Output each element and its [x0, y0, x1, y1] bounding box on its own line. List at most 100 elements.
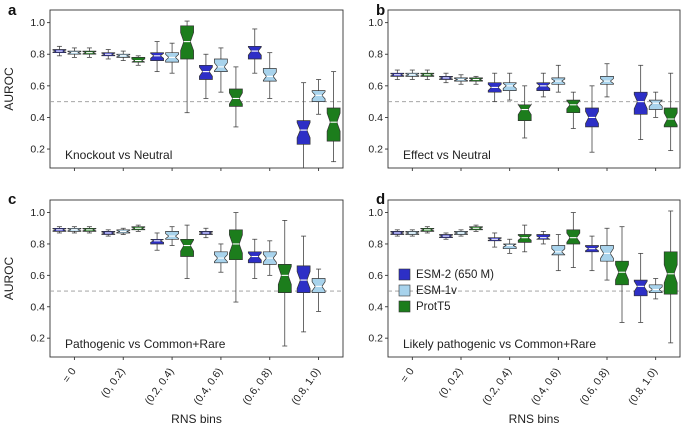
box-esm-1v-2	[165, 226, 179, 246]
box-prott5-3	[566, 212, 581, 268]
x-axis-label: RNS bins	[509, 412, 560, 426]
y-tick-label: 0.6	[30, 270, 45, 282]
box-esm-1v-1	[116, 50, 131, 61]
panel-annotation: Effect vs Neutral	[403, 148, 491, 162]
legend-item: ProtT5	[398, 300, 451, 313]
y-tick-label: 0.4	[368, 301, 383, 313]
box-esm-2-650-m--3	[199, 53, 213, 99]
y-tick-label: 0.6	[368, 270, 383, 282]
box-esm-1v-0	[67, 47, 82, 58]
box-esm-2-650-m--5	[633, 252, 648, 323]
panel-letter: a	[8, 2, 17, 19]
x-tick-label: = 0	[61, 366, 79, 385]
panel-letter: b	[376, 2, 385, 19]
box-esm-1v-3	[214, 47, 228, 93]
box-prott5-1	[131, 55, 146, 66]
box-prott5-5	[663, 72, 678, 152]
box-esm-1v-2	[165, 42, 179, 74]
panel-annotation: Knockout vs Neutral	[65, 148, 172, 162]
x-tick-label: (0.2, 0.4)	[143, 366, 177, 407]
y-tick-label: 1.0	[30, 17, 45, 29]
box-prott5-2	[180, 20, 194, 114]
box-esm-2-650-m--2	[150, 41, 164, 73]
box-esm-1v-5	[648, 91, 663, 118]
box-esm-2-650-m--2	[487, 232, 502, 248]
box-prott5-1	[469, 75, 483, 85]
x-tick-label: (0.8, 1.0)	[626, 366, 660, 407]
box-esm-1v-4	[262, 52, 277, 99]
box-esm-1v-3	[551, 234, 566, 272]
box-esm-1v-1	[116, 227, 131, 235]
legend: ESM-2 (650 M) ESM-1v ProtT5	[398, 268, 494, 313]
box-prott5-2	[180, 224, 194, 279]
y-tick-label: 1.0	[368, 207, 383, 219]
x-tick-label: (0.6, 0.8)	[578, 366, 612, 407]
box-esm-2-650-m--4	[585, 235, 599, 272]
legend-label: ESM-2 (650 M)	[416, 269, 494, 281]
plot-frame	[49, 199, 344, 358]
box-esm-2-650-m--1	[101, 49, 116, 60]
box-prott5-4	[277, 220, 292, 347]
x-tick-label: (0.4, 0.6)	[191, 366, 225, 407]
box-esm-1v-3	[214, 243, 228, 273]
box-prott5-5	[663, 210, 678, 344]
box-esm-2-650-m--3	[199, 227, 213, 239]
box-esm-1v-0	[67, 226, 82, 234]
box-esm-2-650-m--0	[390, 229, 405, 237]
box-esm-1v-5	[648, 278, 663, 300]
panel-annotation: Pathogenic vs Common+Rare	[65, 337, 226, 351]
box-prott5-0	[82, 47, 97, 58]
x-tick-label: (0.2, 0.4)	[480, 366, 514, 407]
box-esm-2-650-m--3	[536, 72, 551, 98]
box-prott5-1	[131, 224, 146, 232]
box-esm-2-650-m--4	[247, 28, 262, 74]
box-prott5-0	[420, 69, 435, 80]
box-prott5-3	[229, 212, 243, 303]
x-tick-label: = 0	[398, 366, 416, 385]
y-tick-label: 0.4	[30, 301, 45, 313]
y-axis-label: AUROC	[2, 257, 16, 301]
plot-frame	[387, 199, 681, 358]
box-esm-1v-4	[262, 240, 277, 276]
box-prott5-3	[566, 91, 581, 129]
y-tick-label: 1.0	[368, 17, 383, 29]
box-esm-1v-2	[502, 72, 517, 101]
box-esm-1v-3	[551, 64, 566, 93]
legend-swatch	[398, 268, 411, 281]
y-tick-label: 0.2	[30, 333, 45, 345]
y-tick-label: 0.8	[30, 49, 45, 61]
panel-b: b 0.2 0.4 0.6 0.8 1.0 Effect vs Neutral	[368, 2, 681, 171]
box-prott5-0	[82, 226, 97, 234]
box-esm-2-650-m--5	[633, 64, 648, 140]
box-esm-1v-5	[311, 79, 326, 115]
box-esm-1v-1	[454, 74, 468, 85]
box-esm-2-650-m--0	[390, 69, 405, 80]
y-tick-label: 0.6	[30, 80, 45, 92]
x-axis-label: RNS bins	[171, 412, 222, 426]
y-tick-label: 0.8	[368, 49, 383, 61]
box-esm-2-650-m--0	[52, 45, 67, 57]
x-tick-label: (0, 0.2)	[99, 366, 128, 400]
legend-swatch	[398, 300, 411, 313]
plot-frame	[49, 9, 344, 169]
box-esm-2-650-m--1	[101, 229, 116, 237]
box-esm-1v-4	[600, 63, 614, 98]
x-tick-label: (0, 0.2)	[437, 366, 466, 400]
y-tick-label: 0.2	[30, 144, 45, 156]
box-esm-2-650-m--2	[487, 72, 502, 103]
y-tick-label: 0.4	[368, 112, 383, 124]
y-tick-label: 1.0	[30, 207, 45, 219]
box-esm-2-650-m--0	[52, 226, 67, 234]
box-esm-1v-0	[405, 229, 420, 237]
box-esm-1v-0	[405, 69, 420, 80]
legend-item: ESM-1v	[398, 284, 457, 297]
box-prott5-1	[469, 224, 483, 232]
box-prott5-0	[420, 226, 435, 234]
legend-swatch	[398, 284, 411, 297]
y-tick-label: 0.8	[368, 238, 383, 250]
box-esm-2-650-m--2	[150, 232, 164, 251]
box-esm-2-650-m--1	[439, 72, 453, 84]
panel-a: a 0.2 0.4 0.6 0.8 1.0 AUROC Knockout vs Neutral	[2, 2, 344, 171]
box-esm-2-650-m--5	[296, 235, 311, 333]
box-esm-1v-1	[454, 229, 468, 237]
